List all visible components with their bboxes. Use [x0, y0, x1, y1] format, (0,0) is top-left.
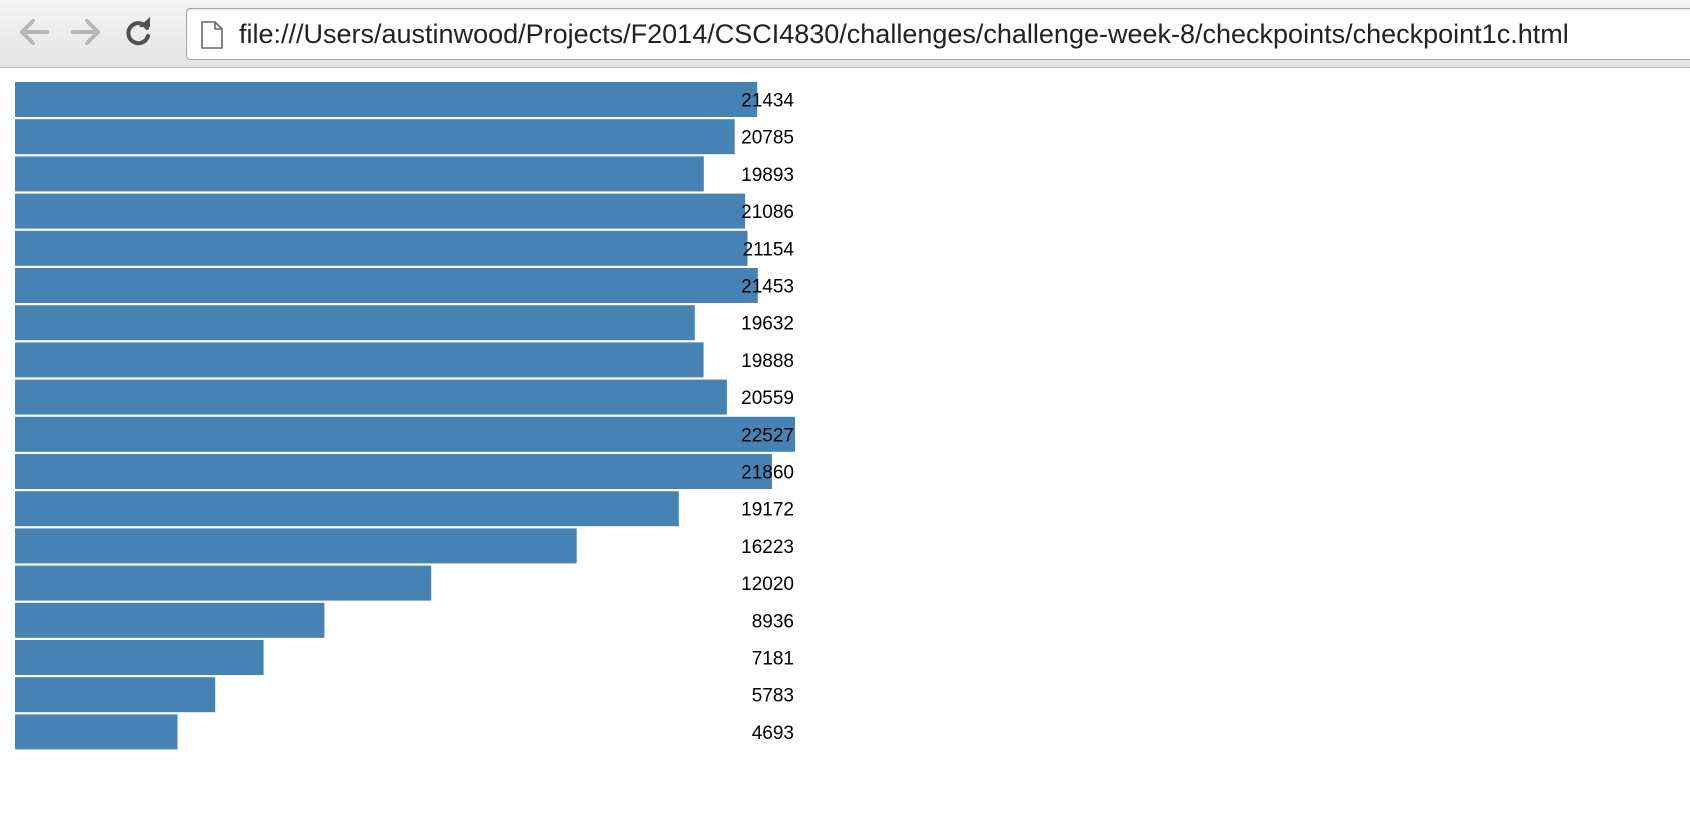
bar [15, 119, 735, 155]
bar [15, 268, 758, 303]
address-bar[interactable]: file:///Users/austinwood/Projects/F2014/… [186, 8, 1690, 60]
bar-value-label: 21860 [741, 463, 794, 484]
bar-value-label: 21453 [741, 277, 794, 298]
bar [15, 640, 264, 675]
bar [15, 305, 695, 341]
url-text[interactable]: file:///Users/austinwood/Projects/F2014/… [239, 19, 1569, 49]
bar [15, 602, 325, 638]
bar [15, 416, 795, 452]
bar-chart: 21434 20785 19893 21086 21154 21453 19632 19888… [15, 82, 795, 750]
bar [15, 230, 748, 266]
bar-value-label: 19172 [741, 500, 794, 521]
bar [15, 714, 178, 750]
browser-toolbar: file:///Users/austinwood/Projects/F2014/… [0, 0, 1690, 68]
document-page-icon [201, 21, 223, 49]
bar-value-label: 20785 [741, 128, 794, 149]
bar-value-label: 16223 [741, 537, 794, 558]
forward-arrow-icon [71, 19, 100, 45]
bar-value-label: 8936 [752, 611, 794, 632]
bar [15, 454, 772, 489]
bar [15, 565, 432, 601]
reload-button[interactable] [118, 12, 158, 52]
bar-value-label: 19632 [741, 314, 794, 335]
bar [15, 156, 704, 192]
bar [15, 677, 216, 713]
back-arrow-icon [20, 19, 49, 45]
bar-value-label: 12020 [741, 574, 794, 595]
bar-value-label: 19888 [741, 351, 794, 372]
forward-button[interactable] [66, 12, 106, 52]
bar-value-label: 21434 [741, 91, 794, 112]
bar-value-label: 21086 [741, 202, 794, 223]
bar-value-label: 22527 [741, 425, 794, 446]
bar [15, 528, 577, 564]
bar-value-label: 19893 [741, 165, 794, 186]
bar [15, 379, 727, 415]
bar [15, 193, 746, 229]
bar-value-label: 4693 [752, 723, 794, 744]
bar-value-label: 5783 [752, 686, 794, 707]
bar [15, 82, 758, 117]
page-viewport: 21434 20785 19893 21086 21154 21453 19632 19888… [0, 69, 1690, 824]
bar-value-label: 20559 [741, 388, 794, 409]
bar-value-label: 21154 [743, 239, 795, 260]
back-button[interactable] [14, 12, 54, 52]
bar-value-label: 7181 [752, 649, 794, 670]
bar [15, 342, 704, 378]
reload-icon [126, 17, 150, 46]
bar [15, 491, 679, 527]
